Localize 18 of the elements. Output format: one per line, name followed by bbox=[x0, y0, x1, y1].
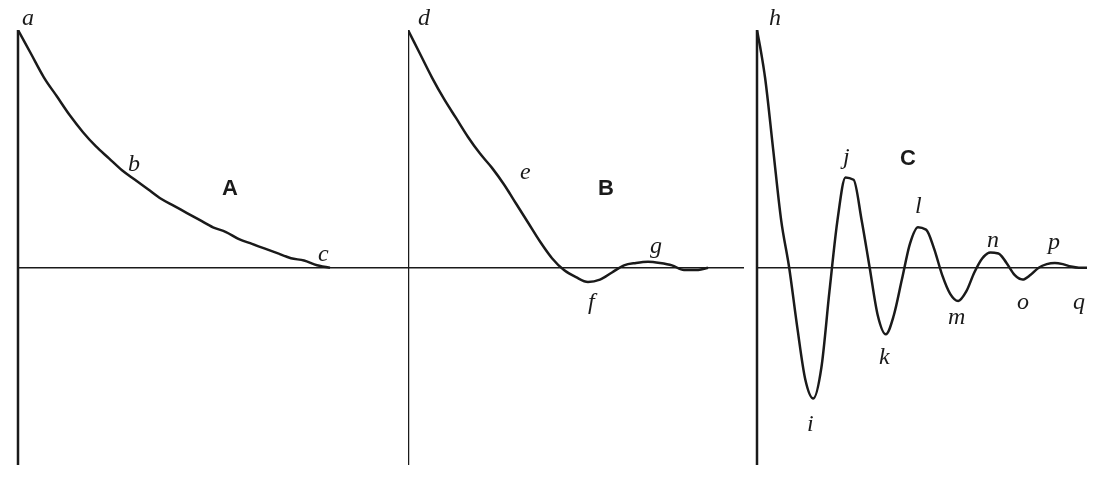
annotation: e bbox=[520, 158, 531, 185]
annotation: l bbox=[915, 192, 922, 219]
annotation: c bbox=[318, 240, 329, 267]
text: B bbox=[598, 175, 614, 201]
annotation: o bbox=[1017, 288, 1029, 315]
annotation: k bbox=[879, 343, 890, 370]
annotation: b bbox=[128, 150, 140, 177]
text: i bbox=[807, 410, 814, 437]
text: A bbox=[222, 175, 238, 201]
text: C bbox=[900, 145, 916, 171]
annotation: n bbox=[987, 226, 999, 253]
annotation: q bbox=[1073, 288, 1085, 315]
annotation: a bbox=[22, 4, 34, 31]
text: d bbox=[418, 4, 430, 31]
annotation: h bbox=[769, 4, 781, 31]
annotation: m bbox=[948, 303, 966, 330]
annotation: g bbox=[650, 232, 662, 259]
annotation: p bbox=[1048, 228, 1060, 255]
